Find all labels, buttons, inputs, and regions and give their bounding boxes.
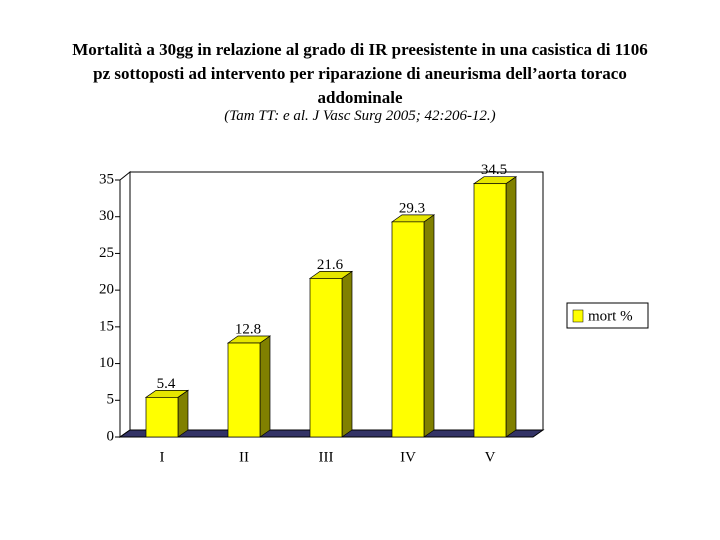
bar-side — [341, 270, 353, 438]
y-tick-label: 0 — [107, 428, 115, 444]
y-tick-label: 20 — [99, 282, 114, 298]
x-tick-label: IV — [400, 449, 416, 465]
side-wall — [119, 170, 131, 438]
bar-side — [505, 175, 517, 438]
bar — [309, 278, 343, 438]
chart-subtitle: (Tam TT: e al. J Vasc Surg 2005; 42:206-… — [224, 108, 496, 124]
bar — [391, 221, 425, 438]
y-tick-label: 35 — [99, 171, 114, 187]
y-tick-label: 5 — [107, 392, 115, 408]
value-label: 5.4 — [157, 376, 176, 392]
bar — [227, 342, 261, 438]
bar-side — [423, 214, 435, 438]
x-tick-label: I — [160, 449, 165, 465]
value-label: 12.8 — [235, 321, 261, 337]
legend-label: mort % — [588, 308, 633, 324]
bar-side — [259, 335, 271, 438]
value-label: 21.6 — [317, 257, 344, 273]
x-tick-label: II — [239, 449, 249, 465]
y-tick-label: 30 — [99, 208, 114, 224]
y-tick-label: 25 — [99, 245, 114, 261]
legend-swatch — [572, 309, 584, 323]
legend-box — [566, 302, 649, 329]
x-tick-label: V — [485, 449, 496, 465]
value-label: 29.3 — [399, 200, 425, 216]
y-tick-label: 10 — [99, 355, 114, 371]
chart-title: Mortalità a 30gg in relazione al grado d… — [72, 40, 648, 107]
bar-side — [177, 389, 189, 438]
bar — [473, 183, 507, 438]
bar — [145, 396, 179, 438]
value-label: 34.5 — [481, 162, 507, 178]
y-tick-label: 15 — [99, 318, 114, 334]
x-tick-label: III — [319, 449, 334, 465]
